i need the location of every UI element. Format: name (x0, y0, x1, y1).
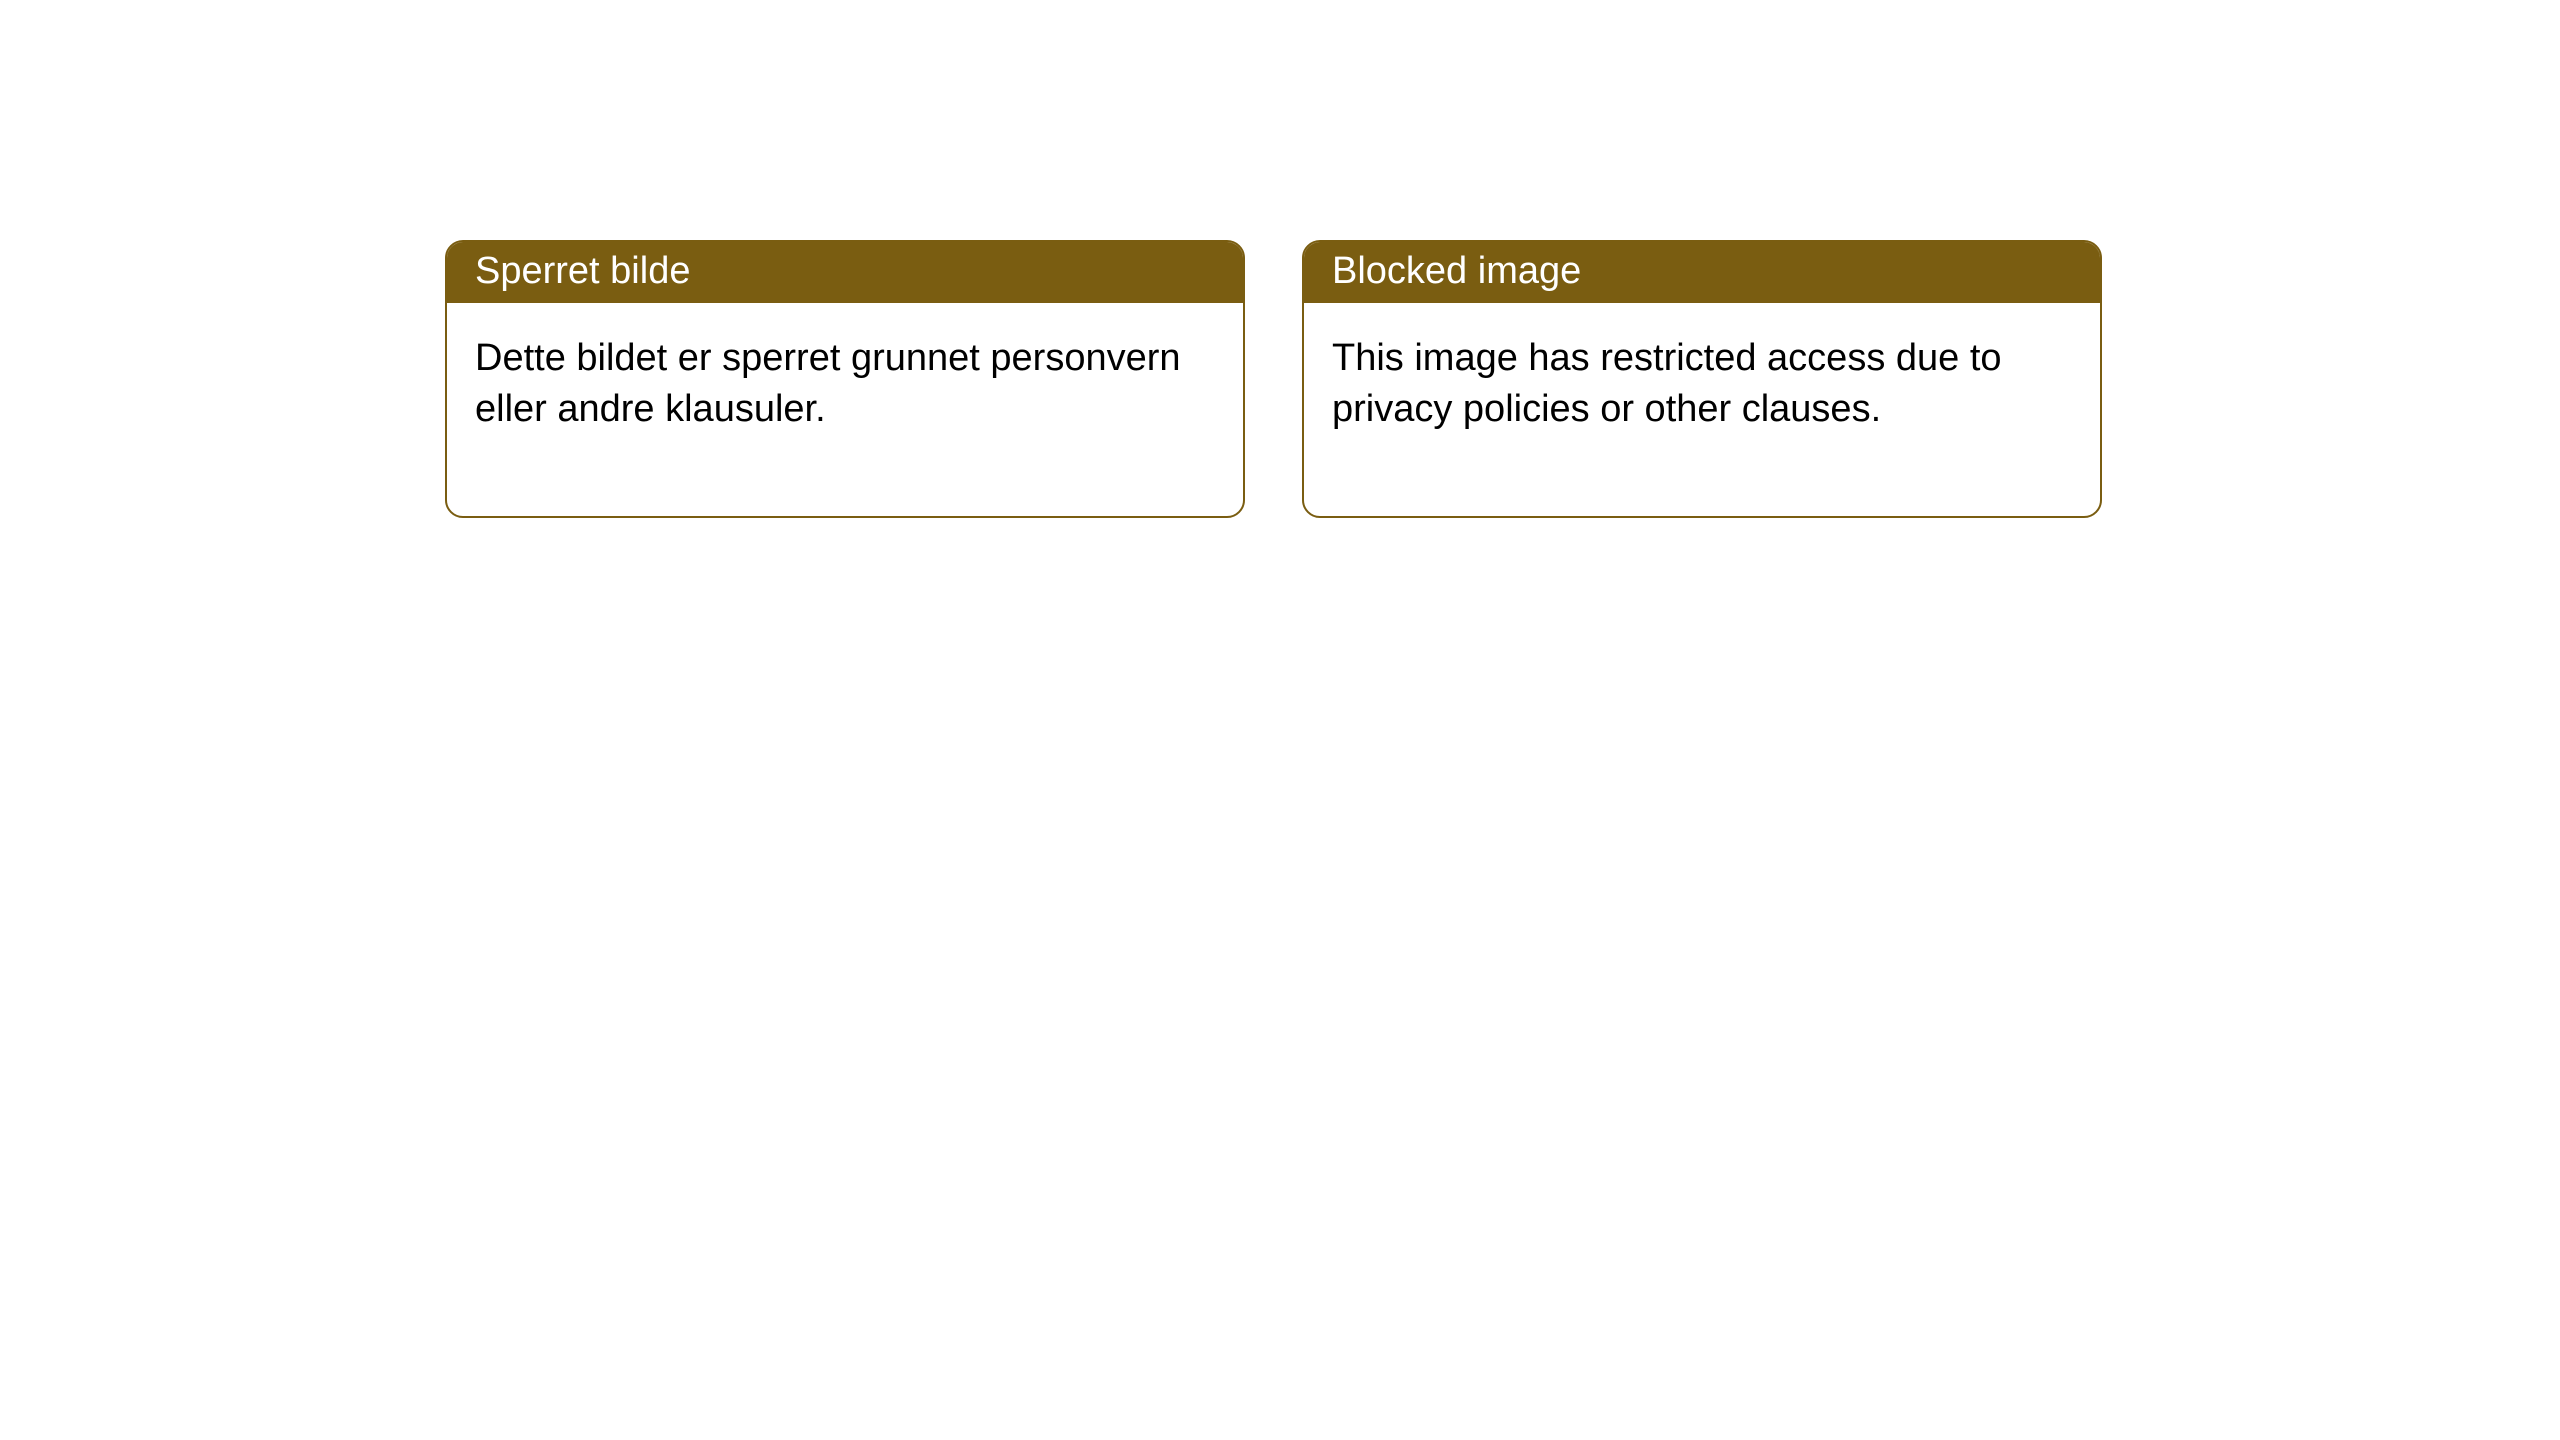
notice-card-norwegian: Sperret bilde Dette bildet er sperret gr… (445, 240, 1245, 518)
notice-card-english: Blocked image This image has restricted … (1302, 240, 2102, 518)
notice-card-title: Sperret bilde (447, 242, 1243, 303)
notice-card-body: This image has restricted access due to … (1304, 303, 2100, 516)
notice-card-title: Blocked image (1304, 242, 2100, 303)
notice-cards-container: Sperret bilde Dette bildet er sperret gr… (445, 240, 2102, 518)
notice-card-body: Dette bildet er sperret grunnet personve… (447, 303, 1243, 516)
